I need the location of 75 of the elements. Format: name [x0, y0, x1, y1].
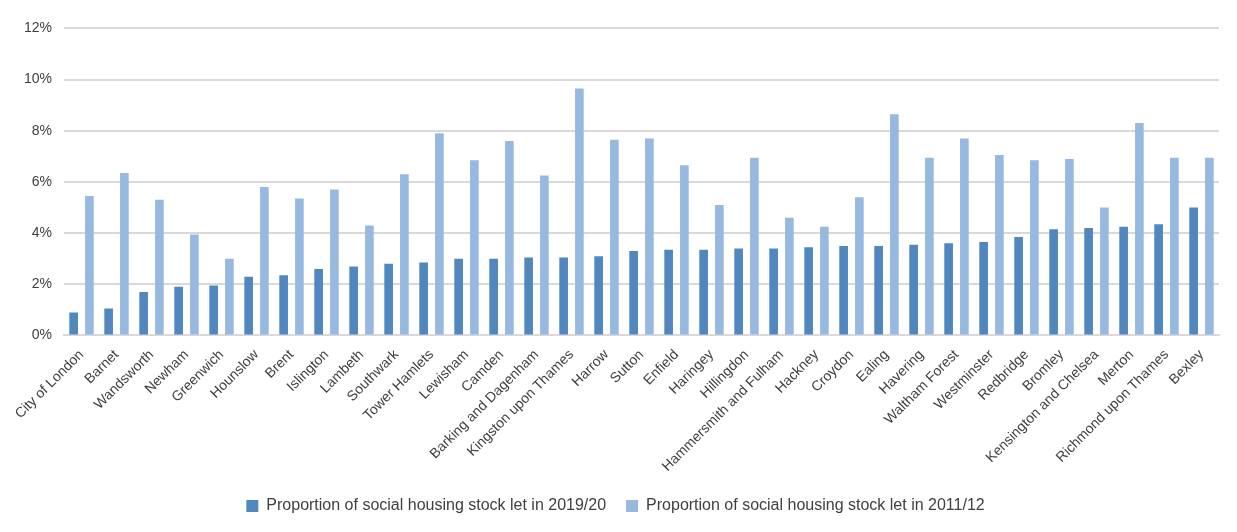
bar — [260, 187, 269, 335]
bar — [909, 244, 918, 335]
bar — [699, 249, 708, 335]
bar — [629, 251, 638, 335]
bar — [645, 138, 654, 335]
bar — [715, 204, 724, 335]
bar — [209, 285, 218, 335]
bar — [1014, 236, 1023, 335]
y-tick-label: 8% — [31, 121, 53, 138]
bar — [349, 266, 358, 335]
bar — [559, 257, 568, 335]
bar — [874, 245, 883, 335]
bar — [995, 155, 1004, 335]
y-tick-label: 10% — [23, 70, 53, 87]
bar — [419, 262, 428, 335]
bar — [225, 258, 234, 335]
bar — [610, 139, 619, 335]
bar — [594, 256, 603, 335]
bar — [190, 234, 199, 335]
bar — [174, 286, 183, 335]
bar — [139, 291, 148, 335]
bar — [1100, 207, 1109, 335]
bar — [1084, 228, 1093, 335]
bar — [855, 197, 864, 335]
bar — [489, 258, 498, 335]
bar — [69, 312, 78, 335]
bar — [944, 243, 953, 335]
bar — [85, 196, 94, 335]
bar — [785, 217, 794, 335]
bar — [120, 172, 129, 335]
bar — [575, 88, 584, 335]
bar — [295, 198, 304, 335]
bar — [104, 308, 113, 335]
bar — [279, 275, 288, 335]
legend-label: Proportion of social housing stock let in 2019/20 — [266, 496, 607, 514]
bar — [1170, 157, 1179, 335]
y-tick-label: 12% — [23, 19, 53, 36]
bar — [454, 258, 463, 335]
bar — [925, 157, 934, 335]
bar — [384, 263, 393, 335]
bar — [734, 248, 743, 335]
bar — [769, 248, 778, 335]
bar — [1135, 123, 1144, 335]
legend-label: Proportion of social housing stock let in 2011/12 — [646, 496, 985, 514]
bar — [1049, 229, 1058, 335]
bar — [804, 247, 813, 335]
y-tick-label: 2% — [31, 275, 53, 292]
bar — [839, 245, 848, 335]
bar — [330, 189, 339, 335]
y-tick-label: 6% — [31, 172, 53, 189]
bar — [244, 276, 253, 335]
bar — [314, 268, 323, 335]
bar — [435, 133, 444, 335]
bar — [680, 165, 689, 335]
bar — [1065, 158, 1074, 335]
y-tick-label: 4% — [31, 223, 53, 240]
bar — [470, 160, 479, 335]
bar — [1030, 160, 1039, 335]
bar — [1189, 207, 1198, 335]
y-tick-label: 0% — [31, 326, 53, 343]
bar — [820, 226, 829, 335]
bar — [1119, 226, 1128, 335]
bar — [365, 225, 374, 335]
bar — [524, 257, 533, 335]
bar — [400, 174, 409, 335]
bar — [540, 175, 549, 335]
bar — [979, 242, 988, 335]
bar — [505, 141, 514, 335]
bar — [1154, 224, 1163, 335]
bar — [155, 199, 164, 335]
bar — [1205, 157, 1214, 335]
bar — [890, 114, 899, 335]
bar — [750, 157, 759, 335]
bar — [664, 249, 673, 335]
bar — [960, 138, 969, 335]
